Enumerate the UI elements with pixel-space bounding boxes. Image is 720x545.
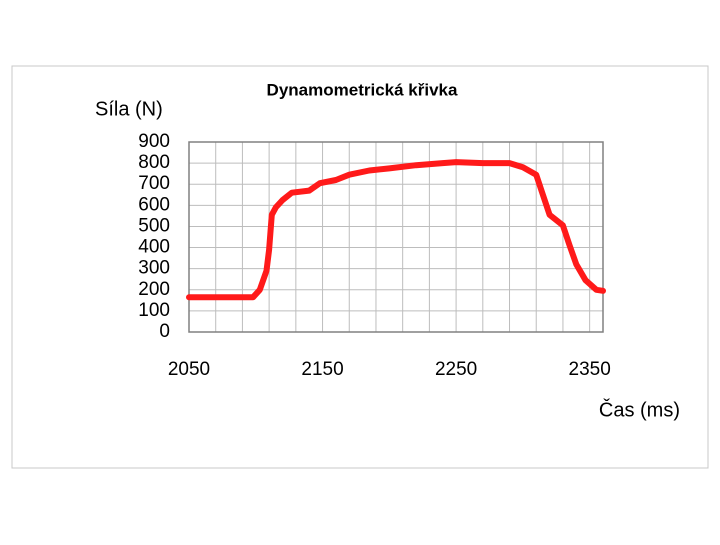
y-tick-label: 300 [138, 258, 170, 279]
y-tick-label: 700 [138, 173, 170, 194]
y-tick-label: 500 [138, 215, 170, 236]
plot-border [188, 141, 604, 333]
y-tick-label: 0 [159, 321, 170, 342]
chart-frame [11, 65, 709, 469]
x-axis-label: Čas (ms) [599, 398, 680, 421]
y-tick-label: 900 [138, 131, 170, 152]
y-tick-label: 600 [138, 194, 170, 215]
y-tick-label: 200 [138, 279, 170, 300]
y-tick-label: 100 [138, 300, 170, 321]
x-tick-label: 2050 [168, 359, 210, 380]
x-tick-label: 2250 [435, 359, 477, 380]
y-tick-label: 800 [138, 152, 170, 173]
x-tick-label: 2350 [569, 359, 611, 380]
x-tick-label: 2150 [301, 359, 343, 380]
y-axis-label: Síla (N) [95, 98, 163, 120]
data-line [186, 159, 606, 301]
y-tick-label: 400 [138, 237, 170, 258]
chart-title: Dynamometrická křivka [267, 80, 458, 99]
